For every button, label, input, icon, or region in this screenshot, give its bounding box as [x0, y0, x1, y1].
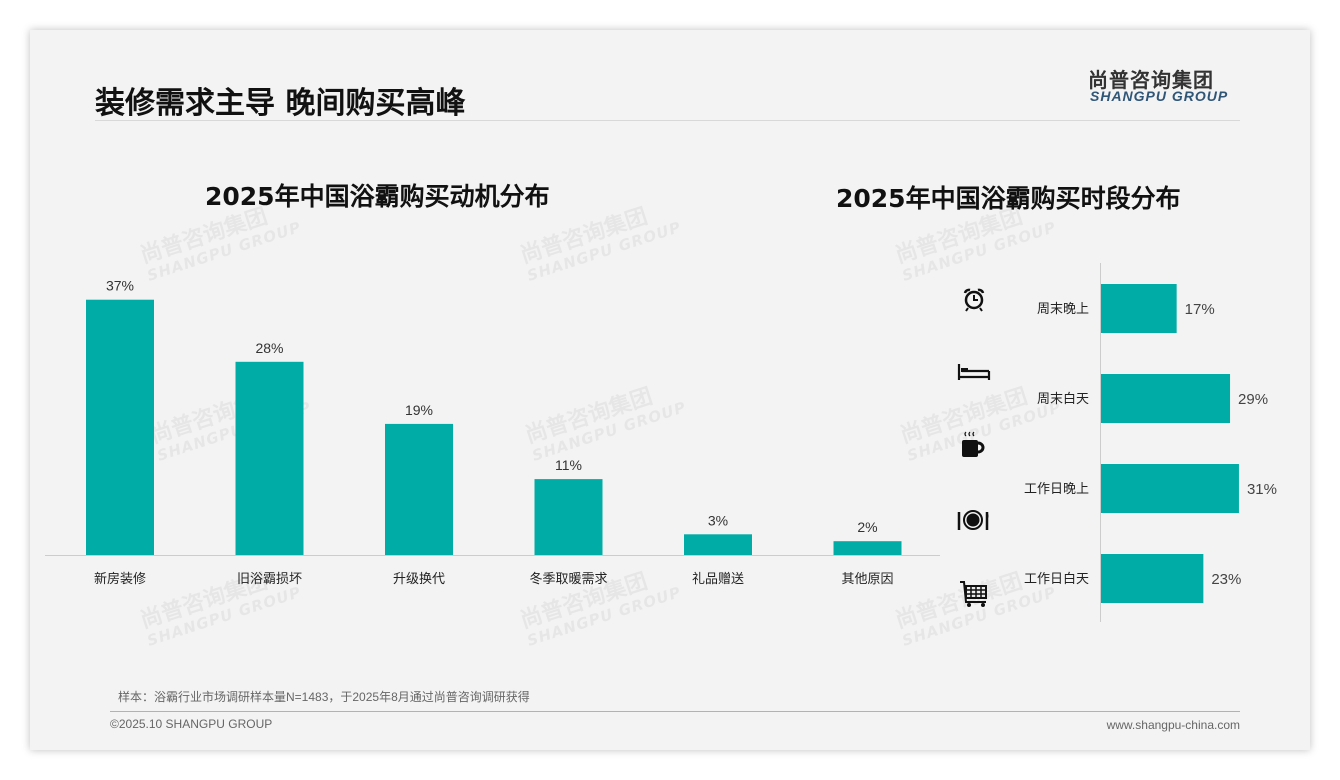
- bar-0: [86, 299, 154, 555]
- category-label: 周末白天: [1037, 391, 1089, 406]
- category-label: 礼品赠送: [692, 571, 744, 586]
- category-label: 周末晚上: [1037, 301, 1089, 316]
- logo-en: SHANGPU GROUP: [1090, 88, 1229, 104]
- chart-title-motivation: 2025年中国浴霸购买动机分布: [205, 182, 550, 211]
- data-label: 28%: [255, 340, 283, 356]
- category-label: 升级换代: [393, 571, 445, 586]
- category-label: 冬季取暖需求: [529, 571, 607, 586]
- sample-note: 样本：浴霸行业市场调研样本量N=1483，于2025年8月通过尚普咨询调研获得: [118, 690, 530, 704]
- category-label: 旧浴霸损坏: [237, 571, 302, 586]
- copyright: ©2025.10 SHANGPU GROUP: [110, 717, 273, 731]
- bar-0: [1101, 284, 1177, 333]
- bar-4: [684, 534, 752, 555]
- bar-2: [1101, 464, 1239, 513]
- data-label: 2%: [857, 519, 877, 535]
- category-label: 其他原因: [841, 571, 893, 586]
- data-label: 17%: [1185, 301, 1215, 318]
- bar-2: [385, 423, 453, 555]
- data-label: 31%: [1247, 481, 1277, 498]
- data-label: 37%: [106, 278, 134, 294]
- bar-1: [235, 361, 304, 555]
- category-label: 新房装修: [94, 571, 146, 586]
- header-divider: [95, 120, 1240, 121]
- chart-title-timeslot: 2025年中国浴霸购买时段分布: [836, 184, 1181, 213]
- category-label: 工作日晚上: [1024, 481, 1089, 496]
- data-label: 23%: [1211, 571, 1241, 588]
- bar-1: [1101, 374, 1231, 423]
- page-title: 装修需求主导 晚间购买高峰: [95, 86, 466, 121]
- category-label: 工作日白天: [1024, 571, 1089, 586]
- logo-cn: 尚普咨询集团: [1088, 68, 1214, 92]
- data-label: 19%: [405, 402, 433, 418]
- coffee-mug-icon: [962, 431, 985, 457]
- bar-3: [1101, 554, 1204, 603]
- footer-divider: [110, 711, 1240, 712]
- bar-5: [833, 541, 902, 555]
- shopping-cart-icon: [960, 581, 987, 607]
- bed-icon: [957, 364, 991, 380]
- data-label: 29%: [1238, 391, 1268, 408]
- website: www.shangpu-china.com: [1106, 718, 1240, 732]
- alarm-clock-icon: [963, 288, 985, 312]
- dinner-plate-icon: [957, 510, 989, 530]
- data-label: 11%: [555, 457, 582, 473]
- data-label: 3%: [708, 512, 728, 528]
- bar-3: [534, 479, 603, 555]
